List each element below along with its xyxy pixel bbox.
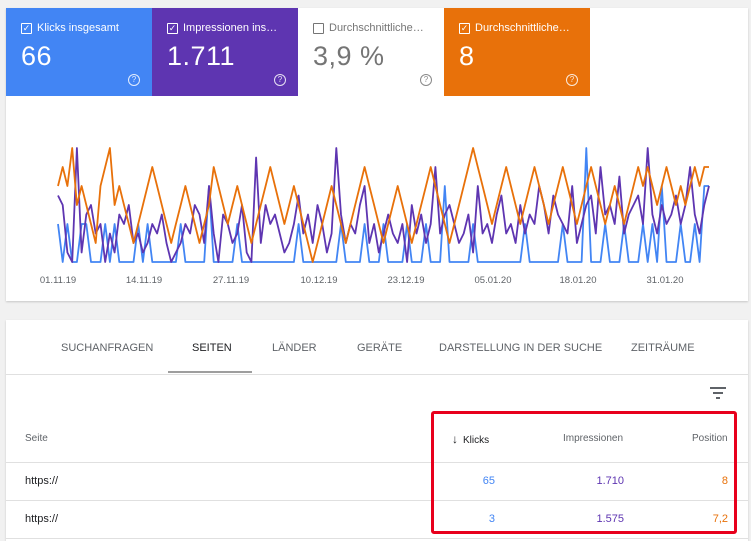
x-tick-label: 05.01.20 [475,275,512,286]
metric-value: 1.711 [167,41,236,71]
clicks-value: 65 [482,475,495,487]
tab-devices[interactable]: Geräte [357,342,403,354]
metric-label: Klicks insgesamt [37,22,119,34]
x-tick-label: 14.11.19 [126,275,162,286]
metric-tiles: ✓ Klicks insgesamt 66 ? ✓ Impressionen i… [6,8,748,96]
metric-total-impressions[interactable]: ✓ Impressionen ins… 1.711 ? [152,8,298,96]
column-header-impressions[interactable]: Impressionen [563,433,624,444]
tab-countries[interactable]: Länder [272,342,317,354]
help-icon[interactable]: ? [128,74,140,86]
redacted-url-area [60,463,310,500]
dimension-tabs: Suchanfragen Seiten Länder Geräte Darste… [6,320,748,375]
column-header-page[interactable]: Seite [25,433,48,444]
table-row[interactable]: https:// 3 1.575 7,2 [6,501,748,539]
tab-pages[interactable]: Seiten [192,342,232,354]
position-value: 8 [721,475,728,487]
help-icon[interactable]: ? [420,74,432,86]
metric-value: 8 [459,41,475,71]
metric-average-ctr[interactable]: Durchschnittliche… 3,9 % ? [298,8,444,96]
column-header-position[interactable]: Position [692,433,728,444]
tab-queries[interactable]: Suchanfragen [61,342,154,354]
x-tick-label: 27.11.19 [213,275,249,286]
column-header-clicks[interactable]: ↓ Klicks [452,432,490,446]
highlight-box [431,411,737,534]
sort-arrow-icon: ↓ [452,432,458,446]
metric-value: 66 [21,41,53,71]
metric-average-position[interactable]: ✓ Durchschnittliche… 8 ? [444,8,590,96]
checkbox-unchecked-icon[interactable] [313,22,324,34]
checkbox-checked-icon[interactable]: ✓ [167,22,178,34]
filter-icon[interactable] [710,386,726,400]
x-tick-label: 01.11.19 [40,275,76,286]
page-url[interactable]: https:// [25,513,59,525]
impressions-value: 1.575 [596,513,624,525]
metric-label: Durchschnittliche… [329,22,424,34]
performance-card: ✓ Klicks insgesamt 66 ? ✓ Impressionen i… [6,8,748,301]
checkbox-checked-icon[interactable]: ✓ [21,22,32,34]
clicks-value: 3 [488,513,495,525]
position-value: 7,2 [712,513,728,525]
series-line-position [57,147,709,263]
x-tick-label: 10.12.19 [301,275,338,286]
help-icon[interactable]: ? [566,74,578,86]
active-tab-indicator [168,371,252,373]
table-header: Seite ↓ Klicks Impressionen Position [6,416,748,463]
x-tick-label: 31.01.20 [647,275,684,286]
help-icon[interactable]: ? [274,74,286,86]
metric-total-clicks[interactable]: ✓ Klicks insgesamt 66 ? [6,8,152,96]
metric-label: Durchschnittliche… [475,22,570,34]
tab-search-appearance[interactable]: Darstellung in der Suche [439,342,603,354]
tab-date-ranges[interactable]: Zeiträume [631,342,695,354]
dimension-table-card: Suchanfragen Seiten Länder Geräte Darste… [6,320,748,541]
series-line-impressionen [57,147,710,263]
performance-line-chart[interactable]: 01.11.19 14.11.19 27.11.19 10.12.19 23.12.19… [6,96,748,301]
redacted-url-area [60,501,310,538]
x-tick-label: 18.01.20 [560,275,597,286]
page-url[interactable]: https:// [25,475,59,487]
x-tick-label: 23.12.19 [388,275,425,286]
metric-label: Impressionen ins… [183,22,278,34]
checkbox-checked-icon[interactable]: ✓ [459,22,470,34]
table-row[interactable]: https:// 65 1.710 8 [6,463,748,501]
series-line-klicks [57,147,709,263]
metric-value: 3,9 % [313,41,385,71]
impressions-value: 1.710 [596,475,624,487]
